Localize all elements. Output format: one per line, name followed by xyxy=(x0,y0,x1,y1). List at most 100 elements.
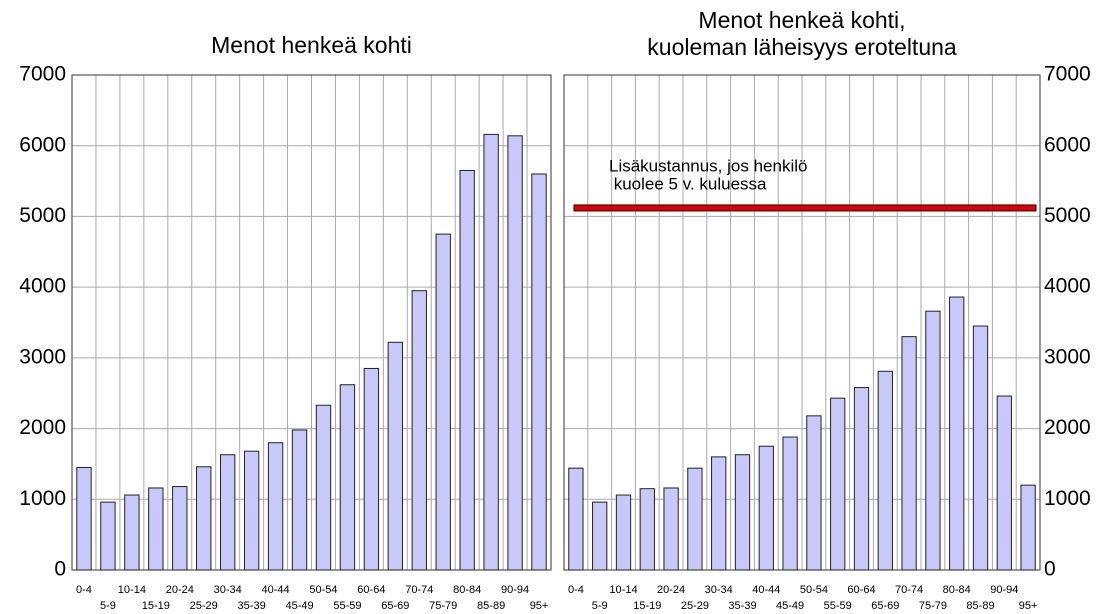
annotation: kuolee 5 v. kuluessa xyxy=(609,174,767,193)
bar xyxy=(615,494,632,571)
x-tick-label: 10-14 xyxy=(609,584,637,596)
bar xyxy=(267,442,284,571)
x-tick-label: 95+ xyxy=(1019,600,1038,612)
y-tick-label: 6000 xyxy=(1044,133,1091,156)
x-tick-label: 55-59 xyxy=(824,600,852,612)
bar xyxy=(411,290,427,571)
x-tick-label: 55-59 xyxy=(333,600,361,612)
y-tick-label: 4000 xyxy=(1044,275,1091,298)
bar xyxy=(531,173,547,571)
bar xyxy=(339,384,356,571)
x-tick-label: 30-34 xyxy=(214,584,242,596)
x-tick-label: 15-19 xyxy=(633,600,661,612)
chart-title: kuoleman läheisyys eroteltuna xyxy=(647,34,957,60)
bar xyxy=(663,487,679,571)
x-tick-label: 70-74 xyxy=(895,584,923,596)
y-tick-label: 1000 xyxy=(19,487,66,510)
y-tick-label: 3000 xyxy=(19,345,66,368)
bar xyxy=(124,494,140,571)
x-tick-label: 80-84 xyxy=(943,584,971,596)
bar xyxy=(363,367,380,571)
x-tick-label: 45-49 xyxy=(285,600,313,612)
x-tick-label: 65-69 xyxy=(381,600,409,612)
bar xyxy=(949,296,965,571)
y-tick-label: 4000 xyxy=(19,275,66,298)
bar xyxy=(100,501,116,571)
x-tick-label: 60-64 xyxy=(847,584,875,596)
bar xyxy=(76,466,92,571)
chart-title: Menot henkeä kohti xyxy=(211,32,412,58)
x-tick-label: 0-4 xyxy=(76,584,92,596)
bar xyxy=(996,395,1012,571)
x-tick-label: 70-74 xyxy=(405,584,433,596)
x-tick-label: 40-44 xyxy=(262,584,290,596)
bar xyxy=(483,133,499,571)
y-tick-label: 2000 xyxy=(1044,416,1091,439)
x-tick-label: 5-9 xyxy=(592,600,608,612)
x-tick-label: 25-29 xyxy=(190,600,218,612)
x-tick-label: 50-54 xyxy=(800,584,828,596)
x-tick-label: 80-84 xyxy=(453,584,481,596)
y-tick-label: 3000 xyxy=(1044,345,1091,368)
x-tick-label: 20-24 xyxy=(657,584,685,596)
bar xyxy=(1020,484,1036,571)
x-tick-label: 5-9 xyxy=(100,600,116,612)
y-tick-label: 0 xyxy=(54,558,66,581)
bar xyxy=(568,467,584,571)
bar xyxy=(315,404,332,571)
x-tick-label: 35-39 xyxy=(728,600,756,612)
x-tick-label: 90-94 xyxy=(501,584,529,596)
x-tick-label: 85-89 xyxy=(477,600,505,612)
plot-frame xyxy=(563,74,1041,571)
bar xyxy=(148,487,164,571)
x-tick-label: 30-34 xyxy=(705,584,733,596)
bar xyxy=(243,450,260,571)
y-tick-label: 5000 xyxy=(19,204,66,227)
bar xyxy=(758,445,774,571)
bar xyxy=(806,415,822,571)
x-tick-label: 90-94 xyxy=(990,584,1018,596)
bar xyxy=(734,454,751,571)
bar xyxy=(853,387,870,571)
bar xyxy=(196,466,212,571)
bar xyxy=(507,135,523,571)
y-tick-label: 7000 xyxy=(19,63,66,86)
y-tick-label: 1000 xyxy=(1044,487,1091,510)
plot-frame xyxy=(71,74,552,571)
bar xyxy=(219,454,236,571)
bar xyxy=(387,341,404,571)
bar xyxy=(687,467,703,571)
x-tick-label: 60-64 xyxy=(357,584,385,596)
x-tick-label: 85-89 xyxy=(966,600,994,612)
x-tick-label: 75-79 xyxy=(919,600,947,612)
bar xyxy=(291,429,308,571)
bar xyxy=(782,436,798,571)
annotation: Lisäkustannus, jos henkilö xyxy=(609,156,807,175)
y-tick-label: 6000 xyxy=(19,133,66,156)
chart-title: Menot henkeä kohti, xyxy=(698,7,905,33)
bar xyxy=(639,488,655,571)
x-tick-label: 40-44 xyxy=(752,584,780,596)
x-tick-label: 45-49 xyxy=(776,600,804,612)
y-tick-label: 7000 xyxy=(1044,63,1091,86)
bar xyxy=(901,336,917,571)
y-tick-label: 5000 xyxy=(1044,204,1091,227)
x-tick-label: 25-29 xyxy=(681,600,709,612)
x-tick-label: 0-4 xyxy=(568,584,584,596)
x-tick-label: 75-79 xyxy=(429,600,457,612)
x-tick-label: 10-14 xyxy=(118,584,146,596)
bar xyxy=(925,310,941,571)
x-tick-label: 95+ xyxy=(530,600,549,612)
threshold-line xyxy=(573,204,1037,212)
bar xyxy=(877,370,893,571)
x-tick-label: 20-24 xyxy=(166,584,194,596)
x-tick-label: 15-19 xyxy=(142,600,170,612)
y-tick-label: 2000 xyxy=(19,416,66,439)
bar xyxy=(592,501,608,571)
x-tick-label: 35-39 xyxy=(238,600,266,612)
y-tick-label: 0 xyxy=(1044,558,1056,581)
bar xyxy=(459,169,475,571)
bar xyxy=(972,325,989,571)
bar xyxy=(830,397,846,571)
